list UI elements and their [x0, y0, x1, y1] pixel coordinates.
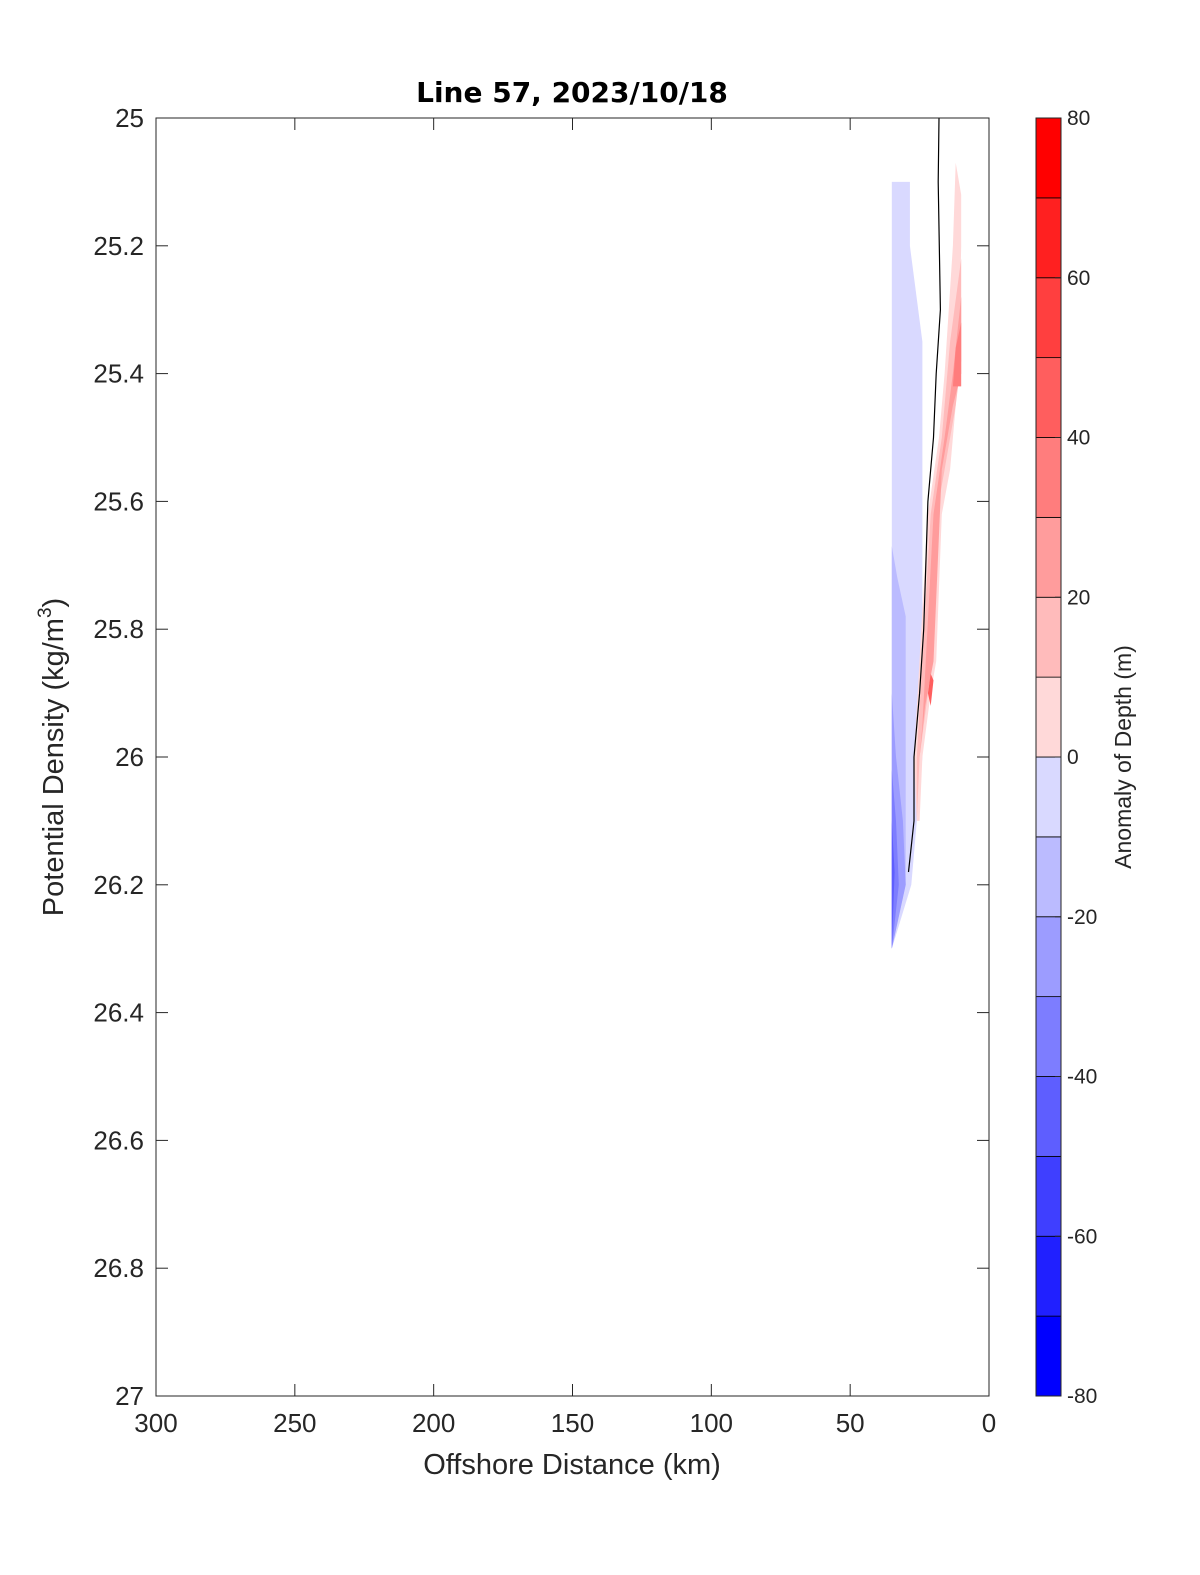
x-tick-label: 50 — [836, 1408, 865, 1438]
x-axis-ticks: 300 250 200 150 100 50 0 — [134, 118, 996, 1438]
colorbar-tick-label: 80 — [1067, 107, 1090, 130]
chart-title: Line 57, 2023/10/18 — [416, 76, 728, 109]
colorbar-tick-label: -20 — [1067, 906, 1097, 929]
zero-contour-line — [907, 117, 942, 873]
y-tick-label: 25.4 — [93, 359, 144, 389]
anomaly-region-7 — [919, 296, 962, 757]
y-tick-label: 26.6 — [93, 1125, 144, 1155]
colorbar-segment — [1035, 836, 1062, 918]
y-tick-label: 26 — [115, 742, 144, 772]
y-axis-ticks: 25 25.2 25.4 25.6 25.8 26 26.2 26.4 26.6 26.8 27 — [93, 103, 989, 1411]
y-tick-label: 26.4 — [93, 998, 144, 1028]
anomaly-region-9 — [927, 673, 934, 706]
colorbar-segment — [1035, 676, 1062, 758]
y-axis-label: Potential Density (kg/m3) — [35, 598, 70, 916]
colorbar-segment — [1035, 1235, 1062, 1317]
colorbar-label: Anomaly of Depth (m) — [1110, 645, 1136, 869]
y-axis-label-superscript: 3 — [35, 607, 56, 618]
x-tick-label: 150 — [551, 1408, 594, 1438]
colorbar-segment — [1035, 1315, 1062, 1397]
colorbar-segment — [1035, 916, 1062, 998]
colorbar-tick-label: 60 — [1067, 267, 1090, 290]
y-tick-label: 26.2 — [93, 870, 144, 900]
colorbar-segment — [1035, 1155, 1062, 1237]
anomaly-region-4 — [891, 820, 895, 949]
colorbar-segment — [1035, 756, 1062, 838]
colorbar-segment — [1035, 437, 1062, 518]
anomaly-contour-fills — [891, 162, 962, 949]
colorbar-tick-label: 40 — [1067, 427, 1090, 450]
zero-contour — [907, 117, 942, 873]
colorbar-segment — [1035, 117, 1062, 199]
x-tick-label: 0 — [982, 1408, 996, 1438]
colorbar-segment — [1035, 1076, 1062, 1157]
y-tick-label: 27 — [115, 1381, 144, 1411]
y-tick-label: 25.8 — [93, 614, 144, 644]
colorbar: 80 60 40 20 0 -20 -40 -60 -80 — [1035, 107, 1097, 1408]
anomaly-region-8 — [952, 322, 962, 387]
anomaly-region-3 — [891, 769, 899, 949]
colorbar-tick-label: 0 — [1067, 746, 1079, 769]
plot-area-frame — [155, 117, 990, 1397]
y-tick-label: 25 — [115, 103, 144, 133]
x-tick-label: 250 — [273, 1408, 316, 1438]
y-tick-label: 25.2 — [93, 231, 144, 261]
colorbar-tick-label: -80 — [1067, 1385, 1097, 1408]
colorbar-segment — [1035, 277, 1062, 359]
colorbar-segment — [1035, 996, 1062, 1077]
x-tick-label: 300 — [134, 1408, 177, 1438]
x-tick-label: 100 — [690, 1408, 733, 1438]
colorbar-segment — [1035, 357, 1062, 438]
colorbar-segment — [1035, 197, 1062, 279]
y-axis-label-end: ) — [38, 598, 70, 608]
y-tick-label: 25.6 — [93, 486, 144, 516]
x-axis-label: Offshore Distance (km) — [423, 1449, 721, 1481]
y-tick-label: 26.8 — [93, 1253, 144, 1283]
colorbar-tick-label: 20 — [1067, 586, 1090, 609]
x-tick-label: 200 — [412, 1408, 455, 1438]
colorbar-segment — [1035, 596, 1062, 678]
colorbar-tick-label: -40 — [1067, 1066, 1097, 1089]
colorbar-tick-label: -60 — [1067, 1225, 1097, 1248]
y-axis-label-main: Potential Density (kg/m — [38, 618, 70, 916]
colorbar-segment — [1035, 516, 1062, 598]
